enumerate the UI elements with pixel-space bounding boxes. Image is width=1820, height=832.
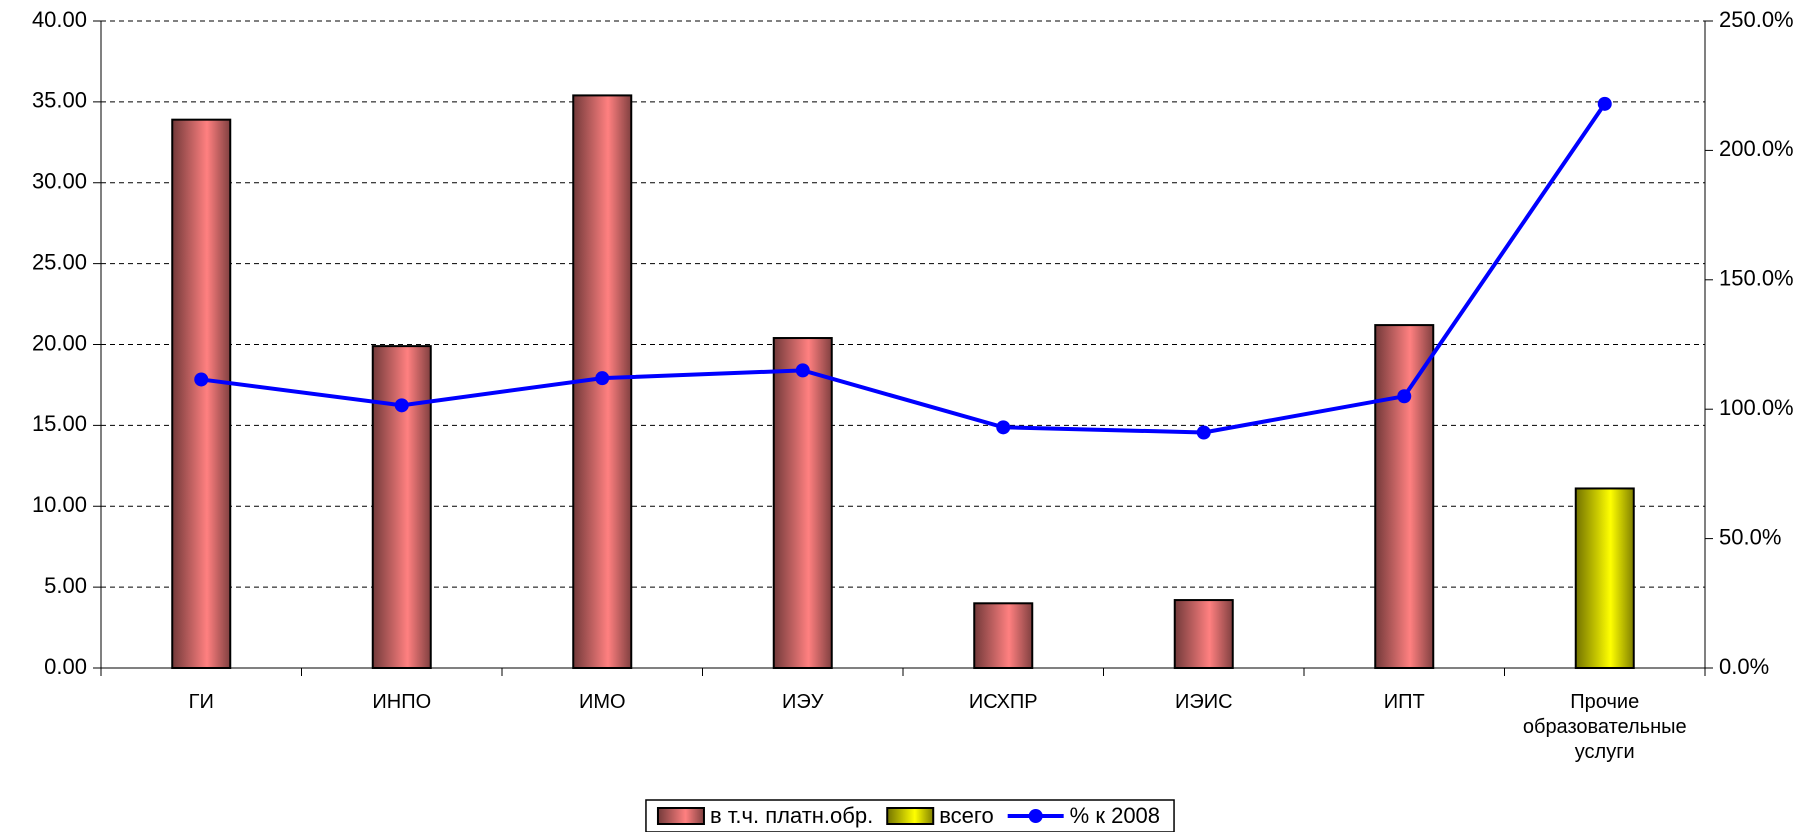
y-tick-label: 10.00 bbox=[32, 492, 87, 517]
x-tick-label: Прочие образовательные услуги bbox=[1522, 691, 1687, 763]
point bbox=[1597, 96, 1612, 111]
y2-tick-label: 200.0% bbox=[1719, 136, 1794, 161]
x-tick-label: ИПТ bbox=[1383, 691, 1425, 713]
y2-tick-label: 150.0% bbox=[1719, 266, 1794, 291]
legend-swatch bbox=[656, 807, 705, 825]
bar bbox=[1374, 324, 1435, 669]
y-tick-label: 20.00 bbox=[32, 330, 87, 355]
bar bbox=[1173, 599, 1234, 669]
line bbox=[200, 102, 1607, 435]
y-tick-label: 0.00 bbox=[44, 654, 87, 679]
y-tick-label: 5.00 bbox=[44, 573, 87, 598]
legend-label: % к 2008 bbox=[1070, 803, 1160, 828]
point bbox=[795, 363, 810, 378]
bar bbox=[1574, 487, 1635, 669]
point bbox=[194, 372, 209, 387]
y-tick-label: 40.00 bbox=[32, 7, 87, 32]
x-tick-label: ИСХПР bbox=[968, 691, 1038, 713]
y-tick-label: 30.00 bbox=[32, 169, 87, 194]
legend-swatch bbox=[1028, 809, 1043, 823]
x-tick-label: ИЭУ bbox=[782, 691, 824, 713]
bar bbox=[371, 345, 432, 669]
y2-tick-label: 100.0% bbox=[1719, 395, 1794, 420]
legend-label: в т.ч. платн.обр. bbox=[710, 803, 873, 828]
point bbox=[996, 420, 1011, 435]
y2-tick-label: 0.0% bbox=[1719, 654, 1769, 679]
point bbox=[1196, 425, 1211, 440]
point bbox=[595, 371, 610, 386]
legend-label: всего bbox=[939, 803, 993, 828]
x-tick-label: ГИ bbox=[188, 691, 214, 713]
bar bbox=[171, 118, 232, 670]
bar bbox=[973, 602, 1034, 669]
y2-tick-label: 250.0% bbox=[1719, 7, 1794, 32]
x-tick-label: ИЭИС bbox=[1174, 691, 1233, 713]
point bbox=[1397, 389, 1412, 404]
y-tick-label: 15.00 bbox=[32, 411, 87, 436]
bar bbox=[772, 337, 833, 669]
x-tick-label: ИНПО bbox=[372, 691, 432, 713]
y-tick-label: 25.00 bbox=[32, 249, 87, 274]
y2-tick-label: 50.0% bbox=[1719, 524, 1781, 549]
y-tick-label: 35.00 bbox=[32, 88, 87, 113]
point bbox=[394, 398, 409, 413]
legend-swatch bbox=[886, 807, 935, 825]
x-tick-label: ИМО bbox=[578, 691, 626, 713]
